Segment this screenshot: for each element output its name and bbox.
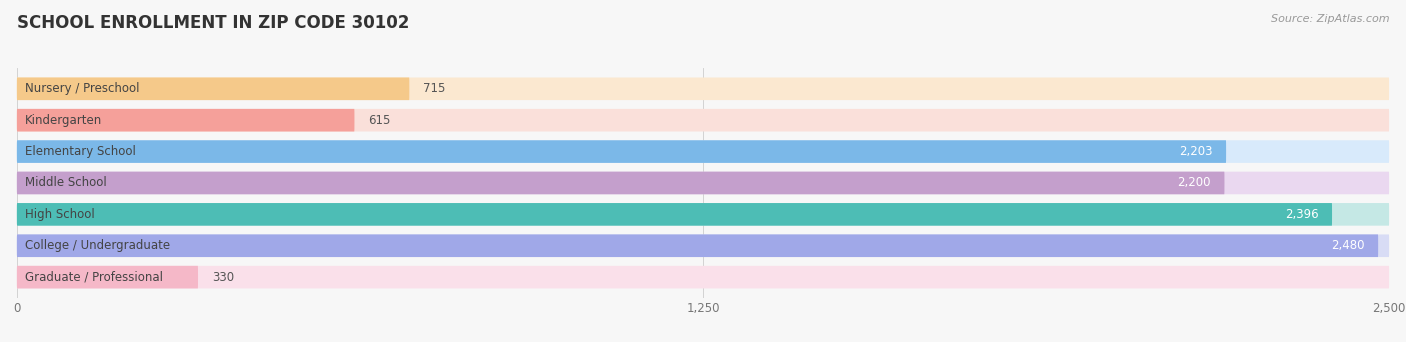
Text: 330: 330 <box>212 271 233 284</box>
Text: 2,203: 2,203 <box>1178 145 1212 158</box>
Text: 2,396: 2,396 <box>1285 208 1319 221</box>
FancyBboxPatch shape <box>17 140 1226 163</box>
FancyBboxPatch shape <box>17 140 1389 163</box>
FancyBboxPatch shape <box>17 266 198 288</box>
Text: Elementary School: Elementary School <box>25 145 136 158</box>
FancyBboxPatch shape <box>17 172 1225 194</box>
FancyBboxPatch shape <box>17 78 1389 100</box>
Text: Graduate / Professional: Graduate / Professional <box>25 271 163 284</box>
Text: 715: 715 <box>423 82 446 95</box>
FancyBboxPatch shape <box>17 172 1389 194</box>
FancyBboxPatch shape <box>17 109 1389 131</box>
FancyBboxPatch shape <box>17 203 1389 226</box>
Text: SCHOOL ENROLLMENT IN ZIP CODE 30102: SCHOOL ENROLLMENT IN ZIP CODE 30102 <box>17 14 409 32</box>
Text: 2,480: 2,480 <box>1331 239 1364 252</box>
Text: Middle School: Middle School <box>25 176 107 189</box>
Text: Source: ZipAtlas.com: Source: ZipAtlas.com <box>1271 14 1389 24</box>
FancyBboxPatch shape <box>17 235 1378 257</box>
Text: Kindergarten: Kindergarten <box>25 114 103 127</box>
FancyBboxPatch shape <box>17 109 354 131</box>
Text: College / Undergraduate: College / Undergraduate <box>25 239 170 252</box>
FancyBboxPatch shape <box>17 203 1331 226</box>
FancyBboxPatch shape <box>17 266 1389 288</box>
Text: 2,200: 2,200 <box>1177 176 1211 189</box>
Text: High School: High School <box>25 208 94 221</box>
FancyBboxPatch shape <box>17 78 409 100</box>
Text: Nursery / Preschool: Nursery / Preschool <box>25 82 139 95</box>
Text: 615: 615 <box>368 114 391 127</box>
FancyBboxPatch shape <box>17 235 1389 257</box>
